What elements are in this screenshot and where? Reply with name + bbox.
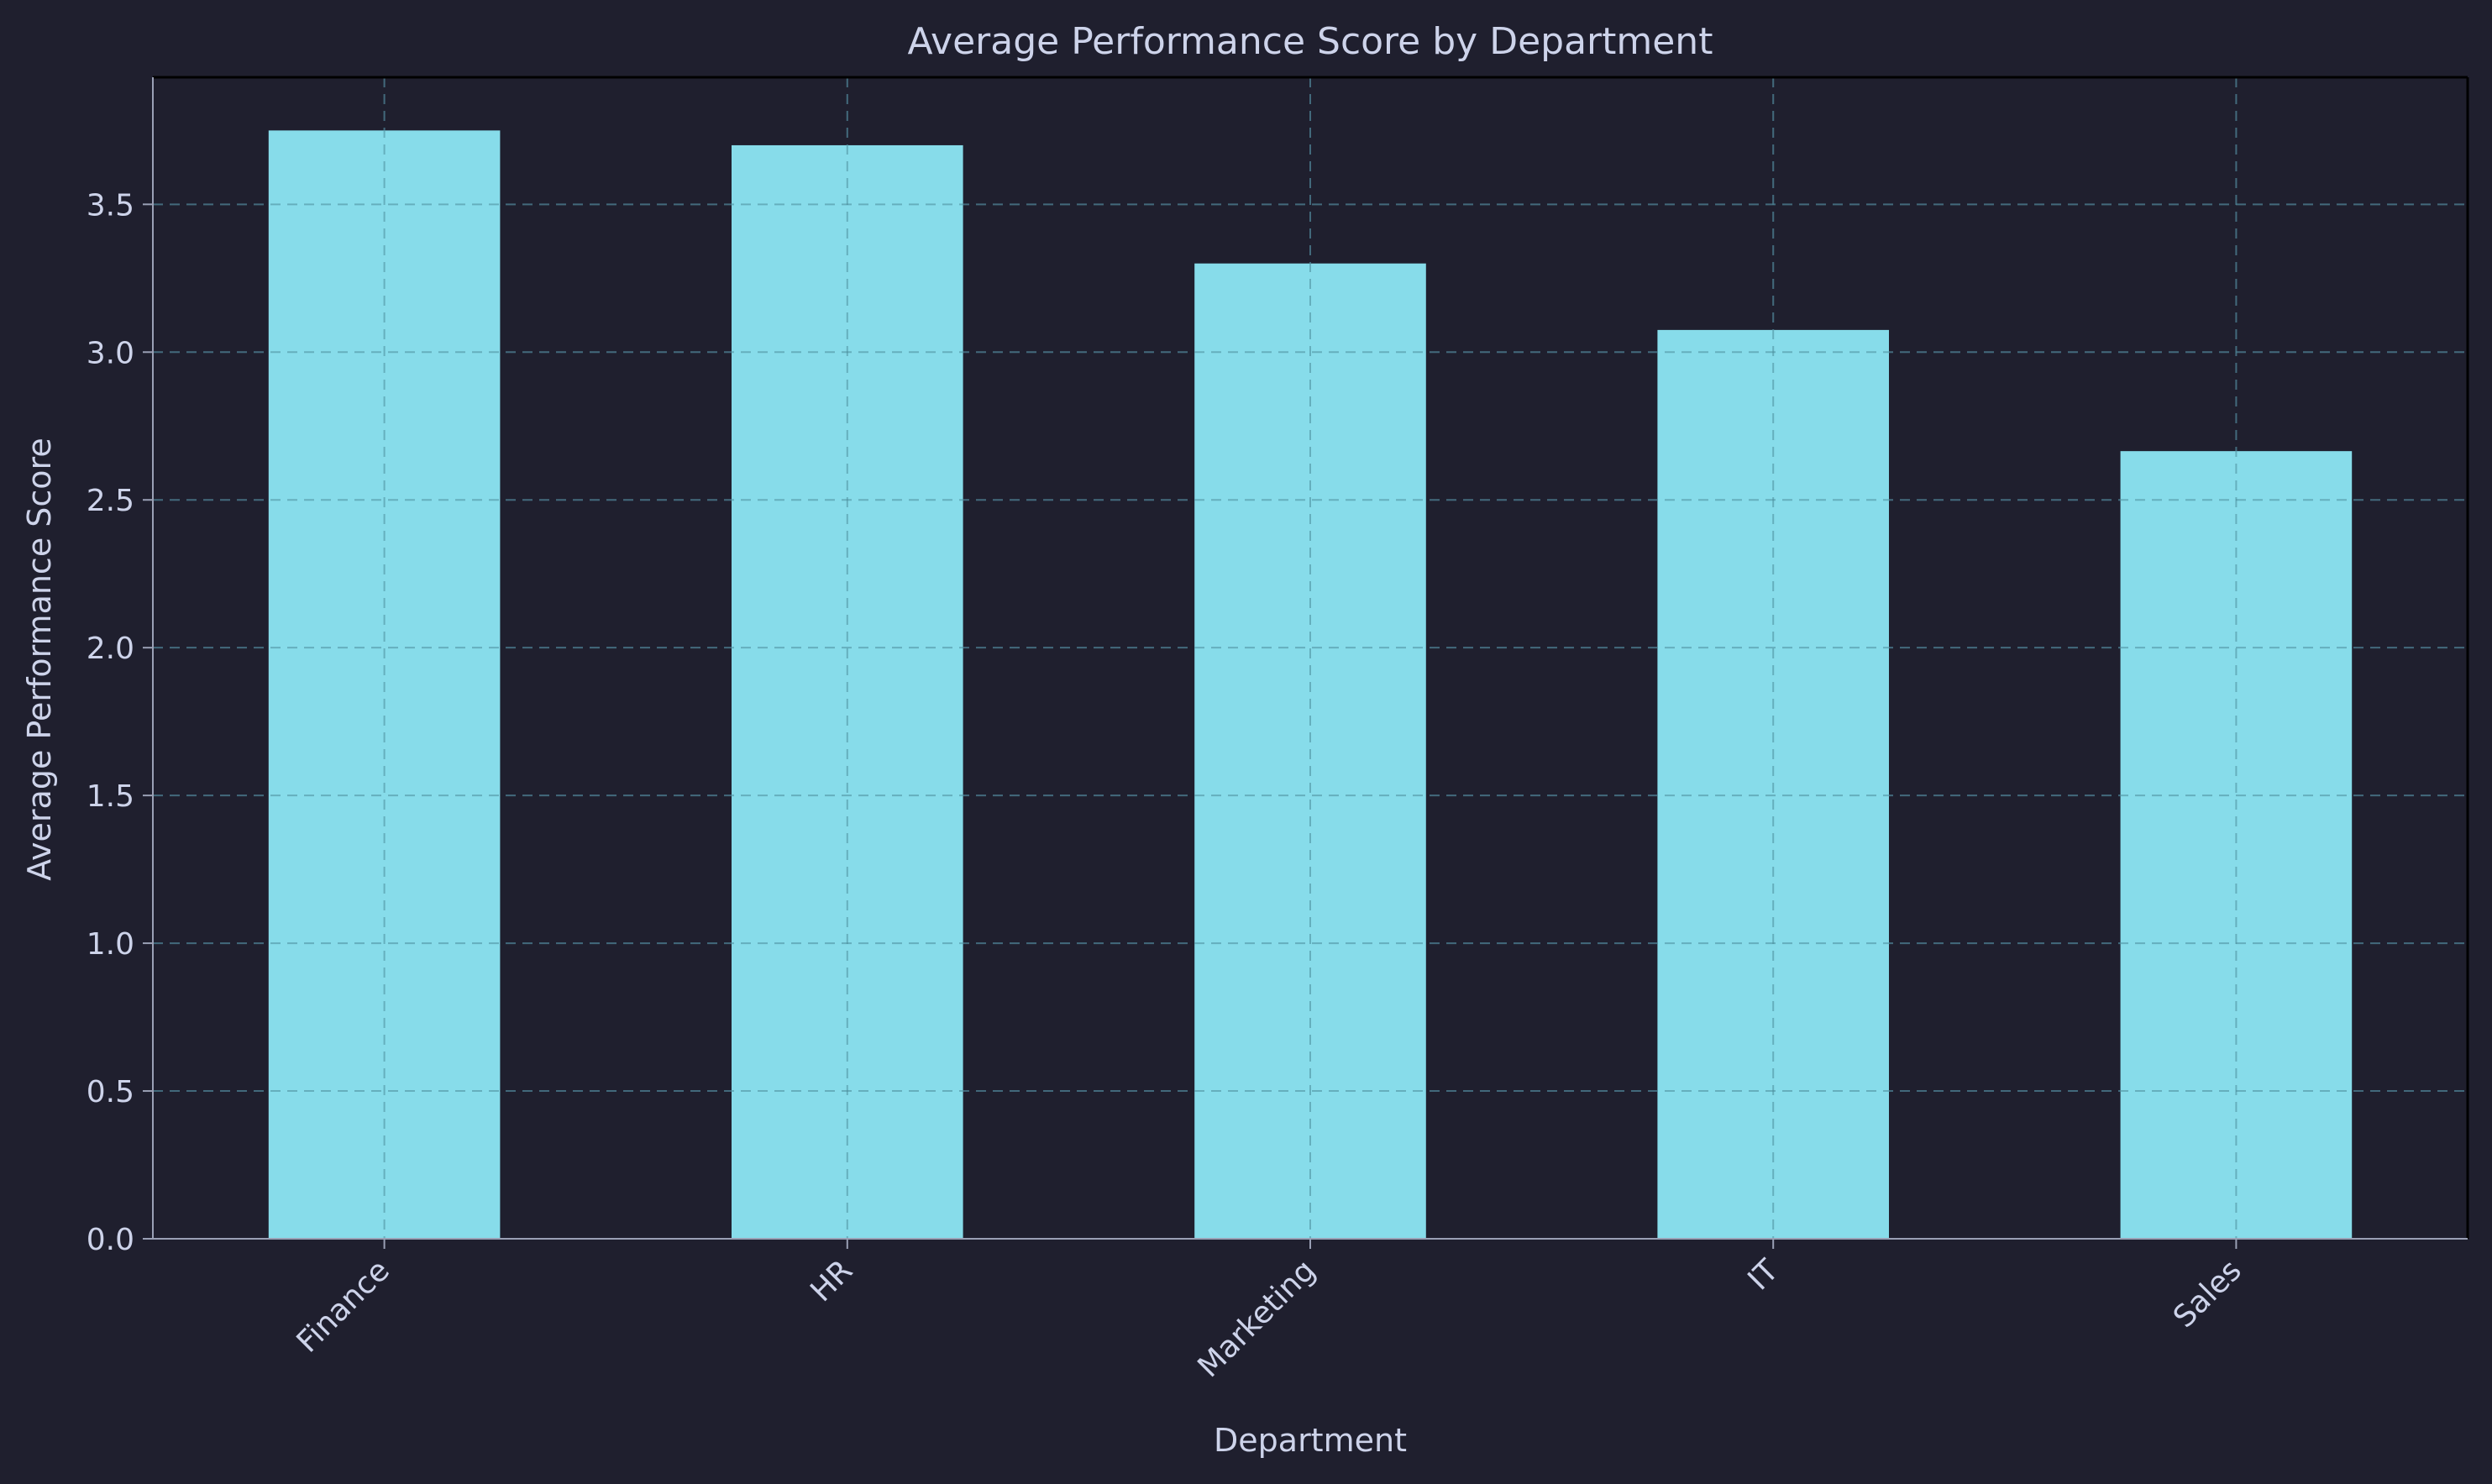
grid-overlay — [153, 77, 2468, 1240]
x-tick-label: Sales — [2167, 1253, 2248, 1335]
y-ticks: 0.0 0.5 1.0 1.5 2.0 2.5 3.0 3.5 — [87, 188, 153, 1257]
x-tick-label: IT — [1742, 1253, 1786, 1298]
chart-title: Average Performance Score by Department — [908, 20, 1713, 63]
y-tick-label: 0.0 — [87, 1223, 134, 1257]
x-ticks: Finance HR Marketing IT Sales — [291, 1239, 2248, 1384]
y-tick-label: 1.0 — [87, 927, 134, 962]
x-tick-label: HR — [804, 1253, 859, 1308]
y-tick-label: 3.0 — [87, 336, 134, 370]
y-tick-label: 2.0 — [87, 632, 134, 666]
x-tick-label: Finance — [291, 1253, 396, 1359]
y-tick-label: 2.5 — [87, 484, 134, 518]
x-tick-label: Marketing — [1192, 1253, 1323, 1384]
y-axis-label: Average Performance Score — [21, 438, 58, 880]
x-axis-label: Department — [1214, 1422, 1407, 1459]
y-tick-label: 1.5 — [87, 779, 134, 814]
y-tick-label: 3.5 — [87, 188, 134, 223]
y-tick-label: 0.5 — [87, 1075, 134, 1109]
